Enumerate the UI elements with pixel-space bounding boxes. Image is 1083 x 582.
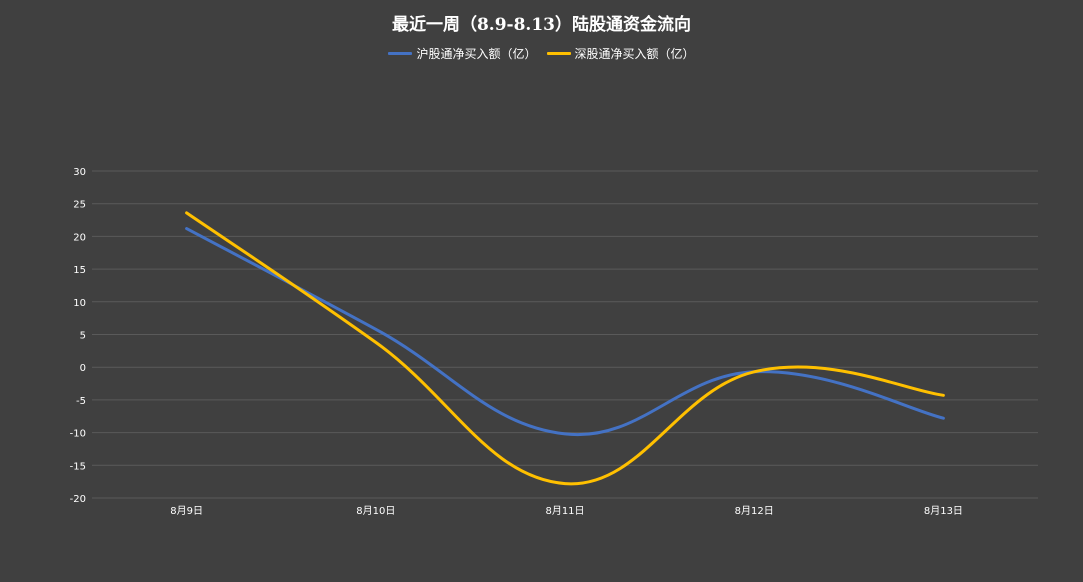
chart-title: 最近一周（8.9-8.13）陆股通资金流向 [391,15,692,35]
chart-legend: 沪股通净买入额（亿） 深股通净买入额（亿） [0,45,1083,62]
legend-label-sh: 沪股通净买入额（亿） [416,47,537,61]
legend-item-sh: 沪股通净买入额（亿） [388,45,537,62]
legend-swatch-sz [546,52,571,55]
series-line-sh [185,227,945,437]
x-tick-label: 8月9日 [170,505,203,517]
legend-item-sz: 深股通净买入额（亿） [546,45,695,62]
y-tick-label: 10 [73,298,86,309]
x-tick-label: 8月10日 [356,505,395,517]
y-tick-label: 0 [80,363,86,374]
series-line-sz [185,211,945,486]
y-tick-label: 25 [73,200,86,211]
legend-label-sz: 深股通净买入额（亿） [574,47,695,61]
legend-swatch-sh [388,52,413,55]
x-tick-label: 8月13日 [924,505,963,517]
y-tick-label: -15 [70,461,86,472]
x-tick-label: 8月12日 [735,505,774,517]
y-tick-label: -10 [70,429,86,440]
x-tick-label: 8月11日 [545,505,584,517]
y-tick-label: -20 [70,494,86,505]
y-tick-label: -5 [76,396,86,407]
y-tick-label: 5 [80,331,86,342]
y-tick-label: 15 [73,265,86,276]
y-tick-label: 30 [73,167,86,178]
y-tick-label: 20 [73,232,86,243]
